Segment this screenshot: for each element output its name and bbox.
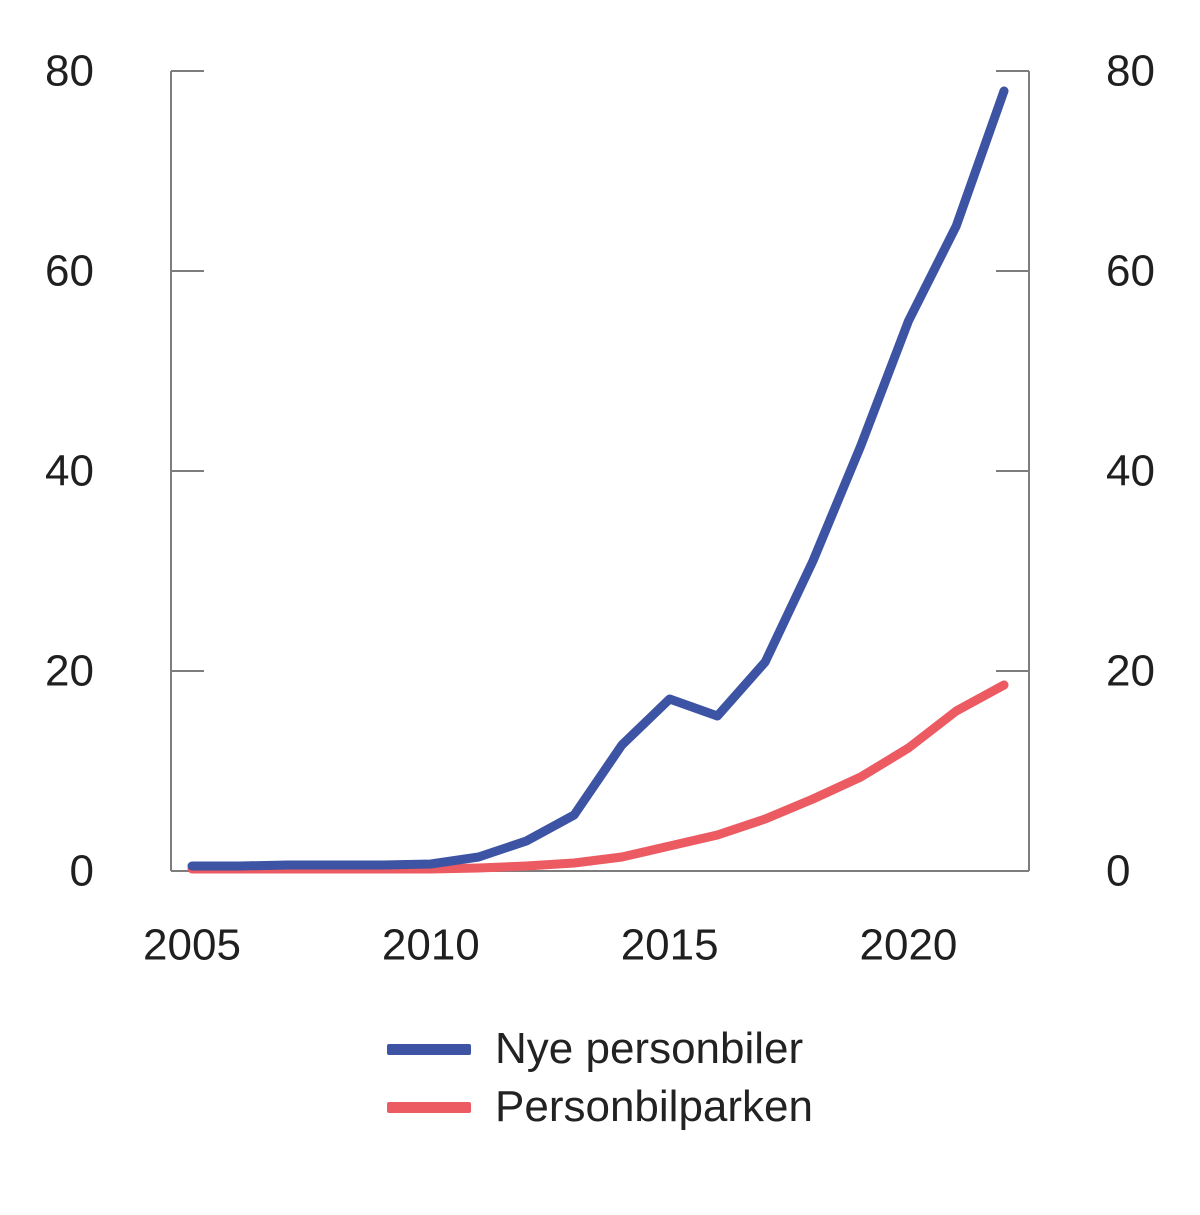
series-line-nye-personbiler [187,86,1009,871]
y-tick-label-right-20: 20 [1106,647,1155,696]
legend-label-personbilparken: Personbilparken [495,1082,813,1131]
y-tick-label-left-40: 40 [45,447,94,496]
x-tick-label-2020: 2020 [860,921,958,970]
y-tick-label-right-80: 80 [1106,47,1155,96]
ev-share-line-chart: 0 20 40 60 80 0 20 40 60 80 2005 2010 2015 2020 [45,47,1155,970]
x-tick-label-2015: 2015 [621,921,719,970]
x-tick-label-2010: 2010 [382,921,480,970]
y-tick-label-right-40: 40 [1106,447,1155,496]
y-tick-label-right-0: 0 [1106,847,1130,896]
y-tick-label-left-80: 80 [45,47,94,96]
y-tick-label-left-60: 60 [45,247,94,296]
legend-swatch-nye-personbiler [387,1043,472,1055]
y-tick-label-left-20: 20 [45,647,94,696]
legend-label-nye-personbiler: Nye personbiler [495,1024,804,1073]
legend-item-nye-personbiler: Nye personbiler [387,1020,813,1078]
y-tick-label-left-0: 0 [70,847,94,896]
x-tick-label-2005: 2005 [143,921,241,970]
legend-item-personbilparken: Personbilparken [387,1078,813,1136]
legend: Nye personbiler Personbilparken [387,1020,813,1136]
legend-swatch-personbilparken [387,1101,472,1113]
y-tick-label-right-60: 60 [1106,247,1155,296]
